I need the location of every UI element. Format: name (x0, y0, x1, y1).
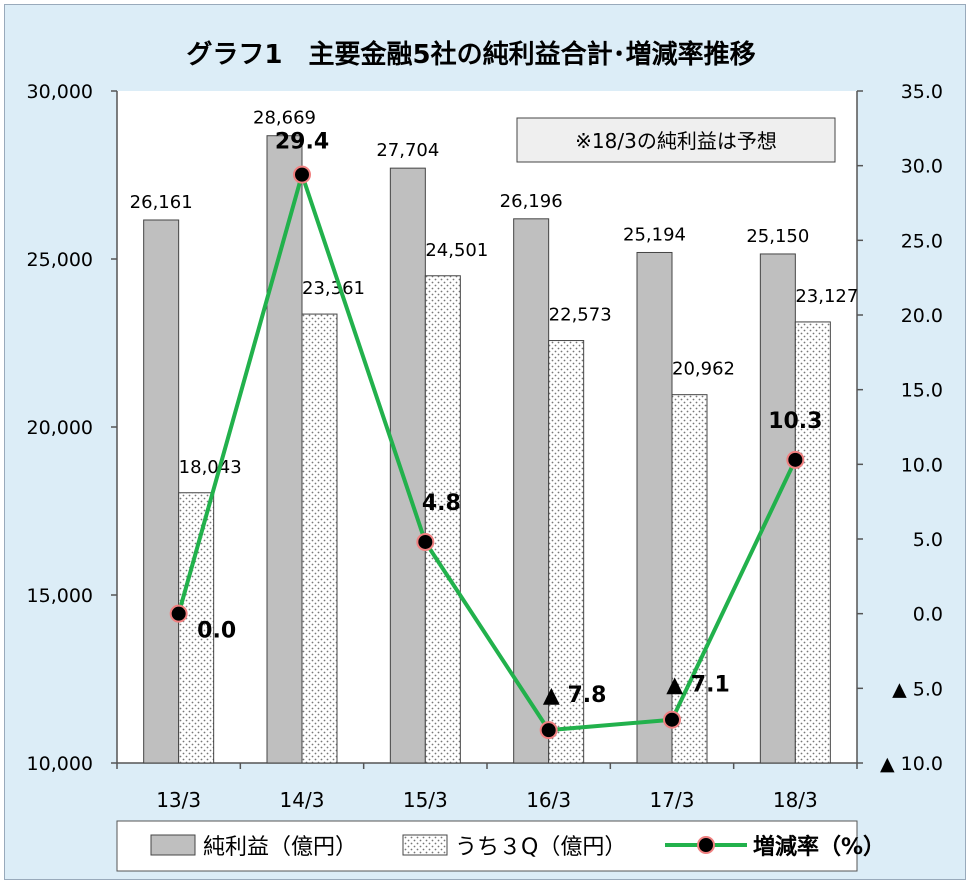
y-right-tick-label: 35.0 (901, 81, 943, 103)
bar-q3-label: 23,361 (302, 278, 365, 299)
bar-q3-label: 24,501 (425, 240, 488, 261)
y-left-tick-label: 30,000 (27, 81, 93, 103)
legend-swatch-q3 (402, 834, 448, 856)
bar-net-profit (143, 219, 180, 764)
x-tick-label: 16/3 (526, 788, 571, 812)
y-left-tick-label: 10,000 (27, 753, 93, 775)
rate-point (539, 721, 558, 740)
bar-q3 (178, 492, 215, 764)
rate-point (786, 450, 805, 469)
note-text: ※18/3の純利益は予想 (575, 129, 777, 153)
note-box: ※18/3の純利益は予想 (516, 117, 836, 163)
bar-net-profit-label: 27,704 (376, 140, 439, 161)
chart: グラフ1 主要金融5社の純利益合計･増減率推移 10,000 15,000 20,0… (27, 39, 943, 872)
legend-swatch-rate-marker (697, 836, 715, 854)
y-left-tick-label: 25,000 (27, 249, 93, 271)
rate-label: 10.3 (768, 409, 822, 434)
y-right-tick-label: 30.0 (901, 156, 943, 178)
y-left-tick-label: 20,000 (27, 417, 93, 439)
bar-q3-label: 22,573 (549, 305, 612, 326)
bar-q3 (301, 313, 338, 764)
rate-label: ▲ 7.8 (543, 683, 607, 708)
bar-q3 (424, 275, 461, 764)
rate-label: 29.4 (275, 130, 329, 155)
bar-net-profit-label: 26,161 (130, 192, 193, 213)
rate-point (169, 604, 188, 623)
bar-net-profit-label: 25,194 (623, 224, 686, 245)
rate-point (416, 532, 435, 551)
legend-label-rate: 増減率（%） (753, 834, 885, 860)
y-right-tick-label: 20.0 (901, 305, 943, 327)
bar-net-profit-label: 25,150 (746, 226, 809, 247)
legend-label-net-profit: 純利益（億円） (203, 835, 357, 860)
plot-area (117, 91, 857, 763)
bar-net-profit (759, 253, 796, 764)
bar-q3-label: 18,043 (179, 457, 242, 478)
rate-label: 4.8 (422, 491, 461, 516)
bar-net-profit-label: 26,196 (500, 191, 563, 212)
bar-q3-label: 23,127 (795, 286, 858, 307)
rate-point (663, 710, 681, 729)
chart-title: グラフ1 主要金融5社の純利益合計･増減率推移 (186, 39, 755, 70)
rate-label: ▲ 7.1 (666, 673, 730, 698)
rate-line (176, 167, 798, 733)
y-right-tick-label: ▲ 10.0 (880, 753, 943, 775)
bar-net-profit (389, 167, 426, 764)
legend: 純利益（億円） うち３Q（億円） 増減率（%） (116, 820, 885, 872)
x-tick-label: 13/3 (156, 788, 201, 812)
bar-q3 (794, 321, 831, 764)
x-tick-label: 18/3 (773, 788, 818, 812)
y-right-tick-label: 25.0 (901, 230, 943, 252)
legend-swatch-net-profit (150, 834, 196, 856)
chart-frame: グラフ1 主要金融5社の純利益合計･増減率推移 10,000 15,000 20,0… (4, 4, 966, 880)
bar-q3-label: 20,962 (672, 359, 735, 380)
y-right-tick-label: 15.0 (901, 380, 943, 402)
y-right-tick-label: 0.0 (913, 604, 943, 626)
rate-label: 0.0 (197, 619, 236, 644)
x-tick-label: 17/3 (650, 788, 695, 812)
y-right-tick-label: ▲ 5.0 (892, 678, 943, 700)
bar-q3 (671, 394, 708, 764)
rate-point (293, 165, 311, 184)
legend-label-q3: うち３Q（億円） (455, 835, 626, 860)
x-tick-label: 14/3 (280, 788, 325, 812)
bar-q3 (548, 340, 585, 764)
x-tick-label: 15/3 (403, 788, 448, 812)
bar-net-profit-label: 28,669 (253, 108, 316, 129)
bar-net-profit (513, 218, 550, 764)
y-right-tick-label: 10.0 (901, 454, 943, 476)
y-right-tick-label: 5.0 (913, 529, 943, 551)
y-left-tick-label: 15,000 (27, 585, 93, 607)
